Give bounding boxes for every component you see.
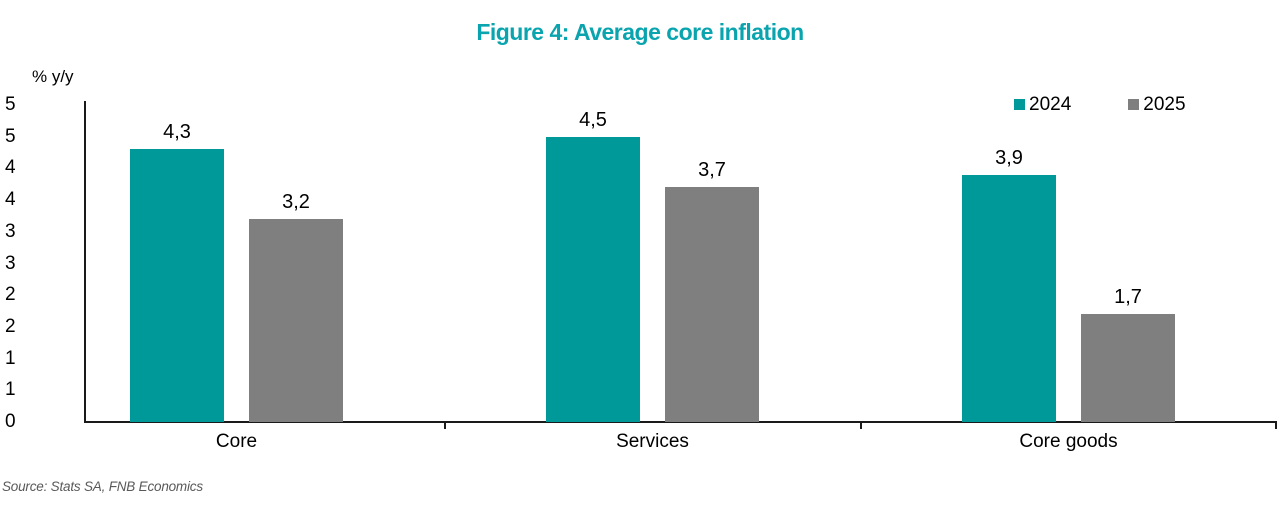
x-axis-tick xyxy=(1275,423,1277,429)
data-label-2024-core-goods: 3,9 xyxy=(995,147,1023,169)
legend-item-2025: 2025 xyxy=(1128,94,1186,115)
source-note: Source: Stats SA, FNB Economics xyxy=(2,479,203,494)
legend-label: 2025 xyxy=(1143,94,1186,115)
y-axis-tick-label: 1 xyxy=(5,347,16,369)
category-label-core-goods: Core goods xyxy=(1019,431,1118,452)
chart-title: Figure 4: Average core inflation xyxy=(476,19,804,45)
legend-label: 2024 xyxy=(1029,94,1072,115)
y-axis-tick-label: 2 xyxy=(5,284,16,306)
legend-item-2024: 2024 xyxy=(1014,95,1071,114)
y-axis-tick-label: 3 xyxy=(5,220,16,242)
x-axis-tick xyxy=(444,423,446,429)
y-axis-tick-label: 1 xyxy=(5,379,16,401)
y-axis-tick-label: 4 xyxy=(5,189,16,211)
data-label-2024-core: 4,3 xyxy=(163,121,191,143)
data-label-2024-services: 4,5 xyxy=(579,109,607,131)
y-axis-unit-label: % y/y xyxy=(32,67,74,86)
y-axis-tick-label: 5 xyxy=(5,94,16,115)
data-label-2025-core: 3,2 xyxy=(282,191,310,213)
legend: 2024 2025 xyxy=(1014,95,1186,114)
legend-swatch-icon xyxy=(1128,99,1140,110)
y-axis-tick-label: 0 xyxy=(5,411,16,432)
y-axis-line xyxy=(84,101,86,423)
data-label-2025-services: 3,7 xyxy=(698,159,726,181)
data-label-2025-core-goods: 1,7 xyxy=(1114,286,1142,308)
x-axis-line xyxy=(84,421,1277,423)
y-axis-tick-label: 3 xyxy=(5,252,16,274)
legend-swatch-icon xyxy=(1014,99,1025,110)
bar-2025-services xyxy=(665,187,759,422)
bar-2024-core-goods xyxy=(962,175,1056,422)
y-axis-tick-label: 5 xyxy=(5,125,16,147)
x-axis-tick xyxy=(860,423,862,429)
bar-2024-core xyxy=(130,149,224,422)
y-axis-tick-label: 2 xyxy=(5,315,16,337)
category-label-core: Core xyxy=(215,431,258,452)
category-label-services: Services xyxy=(616,431,689,452)
bar-2025-core-goods xyxy=(1081,314,1175,422)
y-axis-tick-label: 4 xyxy=(5,157,16,179)
bar-2025-core xyxy=(249,219,343,422)
bar-2024-services xyxy=(546,137,640,422)
